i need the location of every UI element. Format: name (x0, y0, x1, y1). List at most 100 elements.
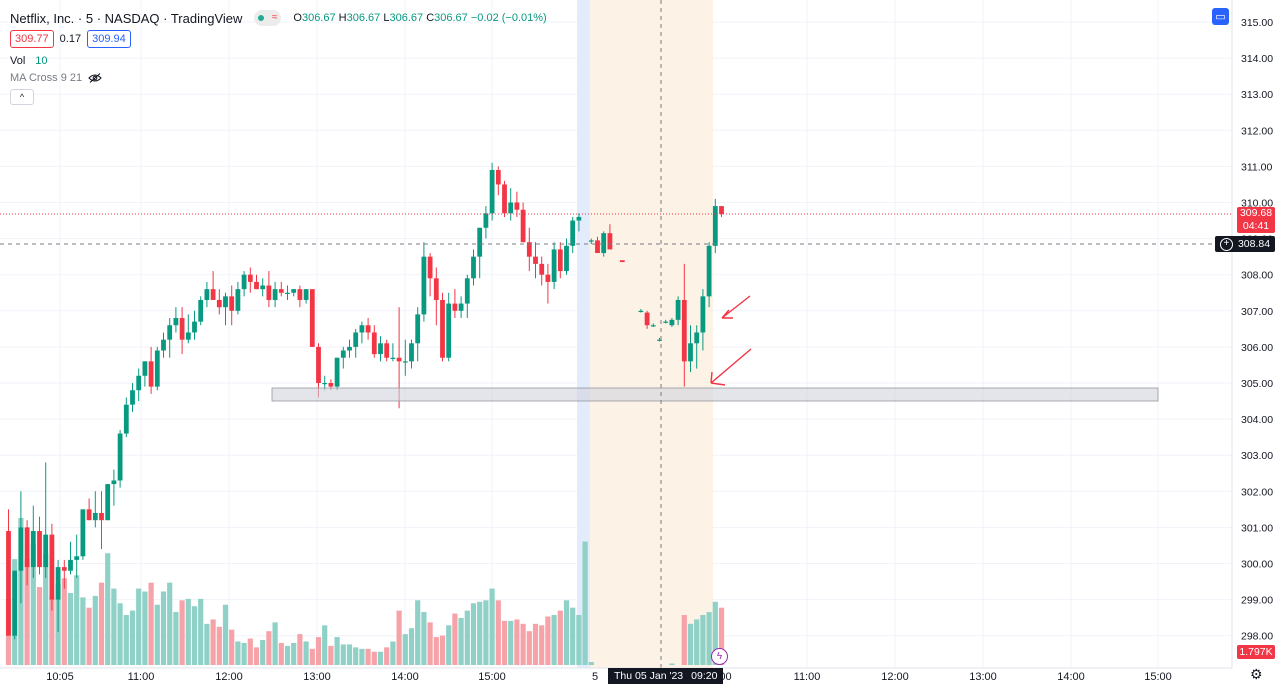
volume-bar (588, 662, 594, 665)
volume-bar (179, 600, 185, 665)
volume-bar (669, 663, 675, 665)
volume-bar (148, 582, 154, 665)
flash-event-icon[interactable]: ϟ (711, 648, 728, 665)
candle (440, 292, 445, 362)
candle (24, 520, 30, 586)
candle (154, 346, 160, 391)
indicator-legend[interactable]: MA Cross 9 21 (10, 72, 547, 84)
volume-bar (92, 595, 98, 665)
session-break-line (577, 0, 590, 668)
volume-bar (36, 587, 43, 665)
volume-bar (154, 604, 160, 665)
candle (74, 534, 80, 578)
volume-bar (136, 588, 142, 665)
candle (86, 498, 92, 521)
volume-bar (210, 619, 216, 665)
price-tick-label: 314.00 (1241, 53, 1273, 65)
buy-button[interactable]: 309.94 (87, 30, 131, 48)
x-label-day-5: 5 (591, 671, 599, 683)
volume-bar (216, 626, 222, 665)
volume-bar (278, 642, 284, 665)
candle (502, 180, 507, 217)
candle (409, 339, 414, 369)
volume-bar (390, 641, 396, 665)
candle (309, 289, 315, 347)
volume-legend[interactable]: Vol 10 (10, 55, 48, 67)
volume-bar (222, 604, 229, 665)
volume-bar (30, 544, 36, 665)
volume-bar (365, 648, 371, 665)
candle (303, 289, 309, 304)
volume-bar (551, 615, 557, 665)
symbol-title[interactable]: Netflix, Inc. · 5 · NASDAQ · TradingView (10, 10, 243, 26)
candle (285, 285, 290, 300)
volume-bar (439, 635, 446, 665)
volume-tag: 1.797K (1237, 645, 1275, 659)
collapse-legend-button[interactable]: ^ (10, 89, 34, 105)
volume-bar (446, 625, 452, 665)
volume-bar (371, 651, 377, 665)
candle (92, 491, 98, 528)
price-tick-label: 315.00 (1241, 17, 1273, 29)
candle (111, 469, 117, 506)
candle (675, 296, 681, 326)
market-status-badge[interactable]: ≈ (254, 10, 282, 26)
volume-bar (718, 607, 725, 665)
volume-bar (415, 600, 421, 665)
candle (6, 509, 11, 636)
candle (489, 162, 495, 221)
volume-bar (185, 598, 191, 665)
candle (557, 242, 563, 279)
volume-bar (173, 612, 179, 665)
screenshot-button[interactable]: ▭ (1212, 8, 1229, 25)
candle (477, 227, 483, 279)
candle (241, 271, 247, 297)
candle (130, 383, 135, 412)
volume-bar (167, 582, 173, 665)
candle (663, 319, 669, 324)
volume-bar (266, 631, 272, 665)
candle (179, 307, 185, 355)
candle (167, 318, 173, 358)
candle (520, 202, 526, 243)
volume-bar (297, 634, 303, 665)
support-zone-rectangle[interactable] (271, 387, 1159, 402)
volume-bar (520, 623, 526, 665)
candle (278, 281, 284, 297)
volume-bar (291, 642, 297, 665)
candle (37, 516, 42, 575)
volume-bar (495, 600, 501, 665)
candle (706, 242, 712, 308)
volume-bar (229, 629, 235, 665)
candle (694, 325, 700, 369)
volume-bar (253, 647, 260, 665)
price-tick-label: 308.00 (1241, 270, 1273, 282)
volume-bar (514, 619, 520, 665)
candle (588, 238, 594, 245)
x-label-1100: 11:00 (127, 671, 155, 683)
candle (421, 242, 427, 322)
volume-bar (694, 619, 700, 665)
arrow-annotation-1 (721, 295, 751, 319)
add-plus-icon[interactable]: + (1219, 237, 1233, 251)
volume-bar (489, 588, 495, 665)
candle (390, 343, 396, 362)
volume-bar (433, 637, 439, 665)
candle (551, 242, 557, 290)
volume-bar (191, 606, 198, 665)
price-tick-label: 304.00 (1241, 414, 1273, 426)
eye-hidden-icon[interactable] (88, 73, 102, 83)
volume-bar (712, 601, 718, 665)
arrow-annotation-2 (710, 348, 752, 386)
candle (607, 224, 613, 250)
volume-bar (458, 617, 464, 665)
candle (458, 296, 464, 319)
candle (576, 213, 582, 232)
volume-bar (359, 648, 365, 665)
sell-button[interactable]: 309.77 (10, 30, 54, 48)
candle (223, 292, 228, 326)
volume-bar (49, 595, 55, 665)
chart-settings-gear-icon[interactable]: ⚙ (1250, 666, 1263, 682)
candle (204, 281, 210, 308)
